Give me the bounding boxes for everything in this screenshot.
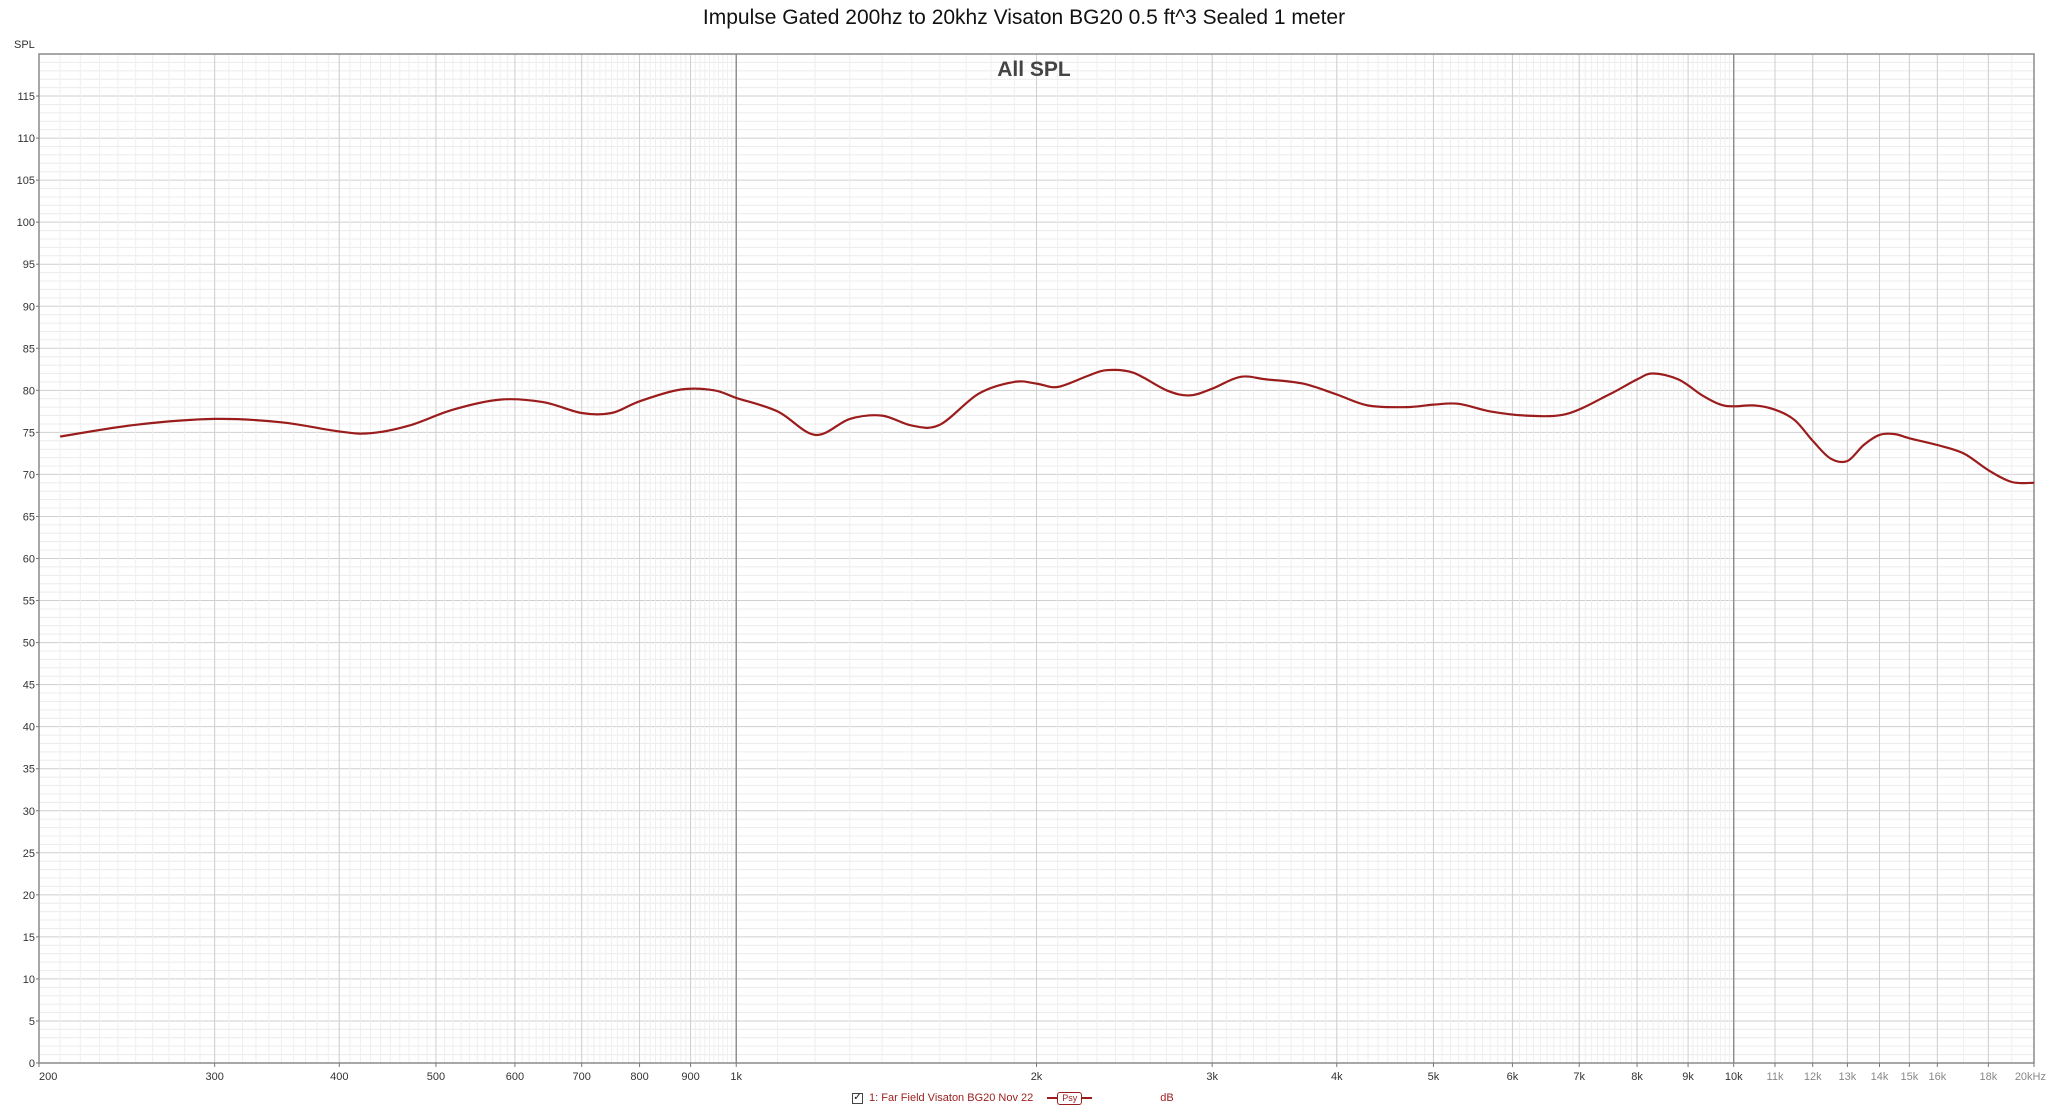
y-tick-label: 70: [23, 469, 35, 481]
legend-series-label[interactable]: 1: Far Field Visaton BG20 Nov 22: [869, 1092, 1034, 1104]
x-tick-label: 6k: [1507, 1071, 1519, 1083]
x-tick-label: 20kHz: [2015, 1071, 2046, 1083]
y-tick-label: 25: [23, 848, 35, 860]
y-tick-label: 5: [29, 1016, 35, 1028]
x-tick-label: 13k: [1839, 1071, 1857, 1083]
series-line-far-field: [59, 368, 2035, 485]
x-tick-label: 3k: [1206, 1071, 1218, 1083]
y-tick-label: 30: [23, 806, 35, 818]
x-tick-label: 5k: [1428, 1071, 1440, 1083]
y-tick-label: 105: [17, 175, 35, 187]
y-tick-label: 100: [17, 217, 35, 229]
x-tick-label: 15k: [1900, 1071, 1918, 1083]
x-tick-label: 14k: [1871, 1071, 1889, 1083]
legend-series-checkbox[interactable]: ✓: [852, 1092, 863, 1104]
x-tick-label: 9k: [1682, 1071, 1694, 1083]
y-tick-label: 10: [23, 974, 35, 986]
x-tick-label: 700: [573, 1071, 591, 1083]
x-tick-label: 900: [681, 1071, 699, 1083]
x-tick-label: 400: [330, 1071, 348, 1083]
y-tick-label: 80: [23, 385, 35, 397]
x-tick-label: 16k: [1928, 1071, 1946, 1083]
y-tick-label: 110: [17, 133, 35, 145]
x-tick-label: 200: [39, 1071, 57, 1083]
y-tick-label: 35: [23, 764, 35, 776]
x-tick-label: 7k: [1573, 1071, 1585, 1083]
legend-unit-label: dB: [1160, 1092, 1174, 1104]
x-tick-label: 12k: [1804, 1071, 1822, 1083]
x-tick-label: 18k: [1979, 1071, 1997, 1083]
y-tick-label: 90: [23, 301, 35, 313]
y-axis-label: SPL: [14, 39, 35, 51]
y-tick-label: 0: [29, 1058, 35, 1070]
y-tick-label: 85: [23, 343, 35, 355]
x-tick-label: 600: [506, 1071, 524, 1083]
y-tick-label: 55: [23, 596, 35, 608]
x-tick-label: 4k: [1331, 1071, 1343, 1083]
x-tick-label: 1k: [730, 1071, 742, 1083]
y-tick-label: 75: [23, 427, 35, 439]
x-tick-label: 2k: [1031, 1071, 1043, 1083]
smoothing-badge[interactable]: Psy: [1057, 1091, 1083, 1105]
y-tick-label: 65: [23, 511, 35, 523]
window-title: Impulse Gated 200hz to 20khz Visaton BG2…: [702, 6, 1346, 29]
x-tick-label: 8k: [1631, 1071, 1643, 1083]
y-tick-label: 50: [23, 638, 35, 650]
y-tick-label: 15: [23, 932, 35, 944]
legend-line-swatch: Psy: [1047, 1091, 1093, 1105]
y-tick-label: 115: [17, 91, 35, 103]
y-tick-label: 40: [23, 722, 35, 734]
x-tick-label: 500: [427, 1071, 445, 1083]
x-tick-label: 11k: [1767, 1071, 1784, 1083]
y-tick-label: 45: [23, 680, 35, 692]
plot-title: All SPL: [997, 58, 1071, 81]
y-tick-label: 60: [23, 554, 35, 566]
x-tick-label: 800: [630, 1071, 648, 1083]
x-tick-label: 10k: [1725, 1071, 1743, 1083]
y-tick-label: 20: [23, 890, 35, 902]
y-tick-label: 95: [23, 259, 35, 271]
legend: ✓ 1: Far Field Visaton BG20 Nov 22 Psy d…: [852, 1088, 1174, 1108]
x-tick-label: 300: [205, 1071, 223, 1083]
